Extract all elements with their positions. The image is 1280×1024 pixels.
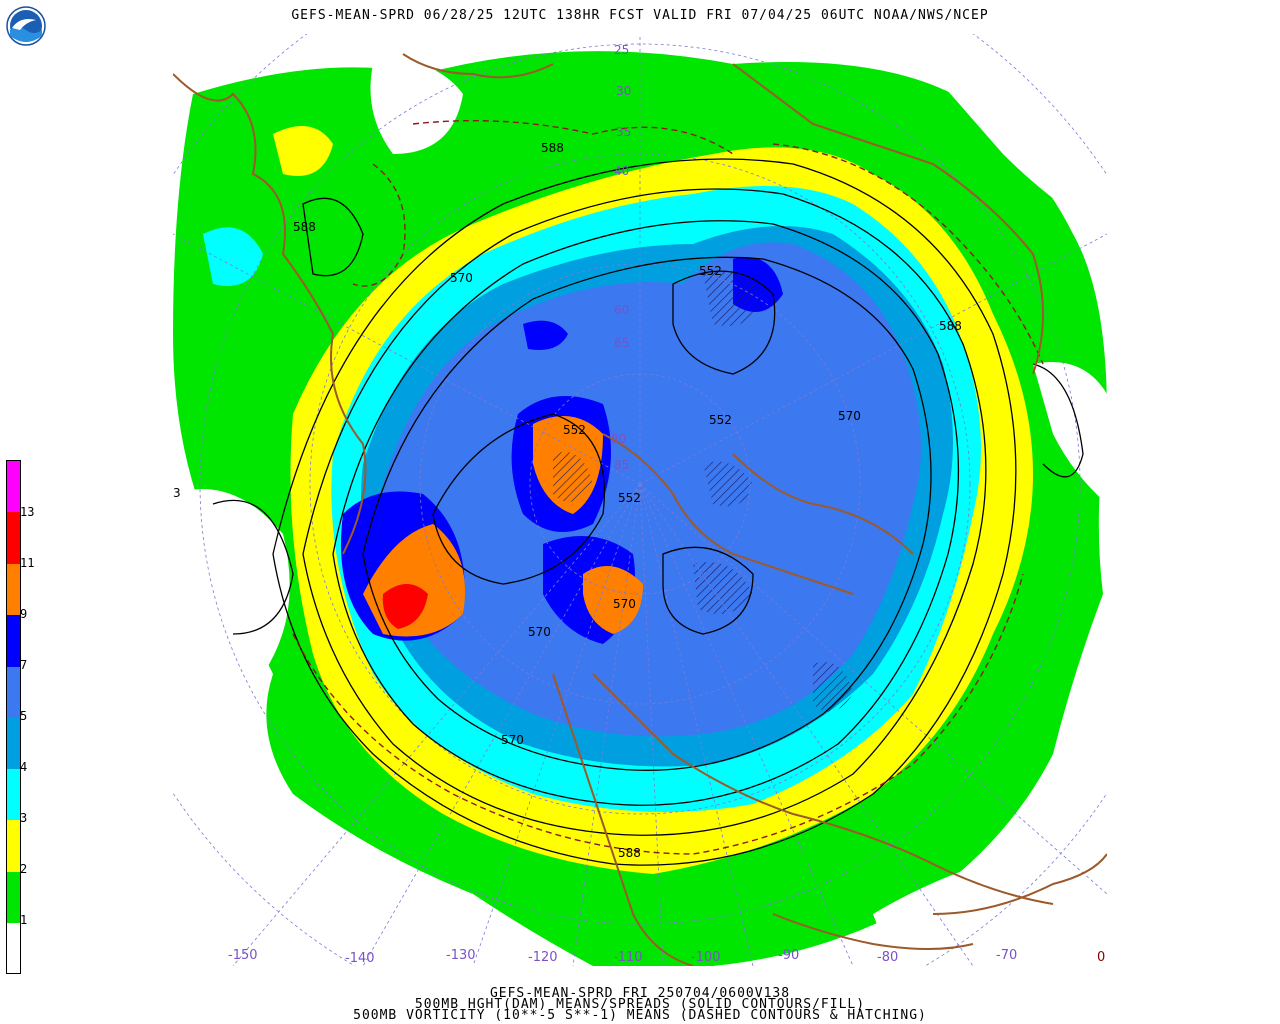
legend-label: 11	[20, 556, 35, 570]
longitude-label: -150	[228, 948, 258, 963]
contour-label: 570	[613, 597, 636, 611]
vorticity-hatching	[813, 662, 853, 712]
contour-label: 570	[838, 409, 861, 423]
legend-label: 1	[20, 913, 28, 927]
latitude-label: 30	[616, 84, 631, 98]
longitude-label: -110	[613, 950, 643, 965]
longitude-label: -90	[778, 948, 800, 963]
latitude-label: 60	[614, 303, 629, 317]
latitude-label: 85	[614, 458, 629, 472]
blank-region	[1033, 362, 1107, 504]
contour-label: 588	[293, 220, 316, 234]
legend-color-bar	[6, 460, 21, 974]
longitude-label: -140	[345, 951, 375, 966]
contour-labels: 588 588 588 588 570 570 570 570 552 552 …	[293, 141, 962, 860]
longitude-label: -120	[528, 950, 558, 965]
legend-box-yellow	[7, 820, 20, 872]
spread-yellow-region	[273, 126, 333, 176]
contour-label: 570	[450, 271, 473, 285]
legend-label: 5	[20, 709, 28, 723]
lat-lon-grid	[173, 34, 1107, 966]
coastlines	[173, 53, 1107, 966]
contour-label: 552	[699, 264, 722, 278]
blank-region	[933, 67, 1107, 234]
latitude-labels: 25 30 35 40 60 65 80 85	[611, 43, 631, 472]
longitude-label: -130	[446, 948, 476, 963]
vorticity-hatching	[693, 562, 753, 614]
longitude-label: 0	[1097, 950, 1106, 965]
contour-label: 588	[939, 319, 962, 333]
contour-label: 570	[528, 625, 551, 639]
legend-box-magenta	[7, 461, 20, 512]
noaa-logo-icon	[6, 6, 46, 46]
legend-box-red	[7, 512, 20, 564]
vorticity-hatching	[703, 461, 753, 507]
blank-region	[173, 489, 290, 684]
edge-label: 3	[173, 486, 181, 500]
footer-line-2: 500MB HGHT(DAM) MEANS/SPREADS (SOLID CON…	[414, 997, 866, 1012]
contour-label: 552	[563, 423, 586, 437]
spread-cyan-region	[203, 227, 263, 286]
contour-label: 570	[501, 733, 524, 747]
legend-label: 7	[20, 658, 28, 672]
footer-line-1: GEFS-MEAN-SPRD FRI 250704/0600V138	[489, 986, 791, 1001]
latitude-label: 80	[611, 432, 626, 446]
blank-region	[370, 62, 463, 154]
page-title: GEFS-MEAN-SPRD 06/28/25 12UTC 138HR FCST…	[291, 8, 989, 23]
legend-label: 13	[20, 505, 35, 519]
weather-map: 588 588 588 588 570 570 570 570 552 552 …	[173, 34, 1107, 966]
legend-box-blue	[7, 615, 20, 667]
footer-line-3: 500MB VORTICITY (10**-5 S**-1) MEANS (DA…	[353, 1008, 927, 1023]
legend-label: 2	[20, 862, 28, 876]
longitude-label: -80	[877, 950, 899, 965]
vorticity-hatching	[553, 452, 593, 502]
legend-box-medium-blue	[7, 667, 20, 718]
latitude-label: 25	[614, 43, 629, 57]
legend-box-orange	[7, 564, 20, 615]
latitude-label: 35	[616, 125, 631, 139]
contour-label: 552	[709, 413, 732, 427]
spread-mediumblue-region	[380, 242, 921, 737]
vorticity-hatching	[703, 271, 763, 326]
spread-blue-region	[523, 320, 568, 350]
legend-box-green	[7, 872, 20, 923]
legend-label: 9	[20, 607, 28, 621]
height-contours	[212, 158, 1084, 866]
latitude-label: 65	[614, 336, 629, 350]
legend-label: 3	[20, 811, 28, 825]
spread-red-region	[382, 584, 428, 629]
contour-label: 552	[618, 491, 641, 505]
contour-label: 588	[541, 141, 564, 155]
spread-orange-region	[583, 566, 643, 634]
longitude-label: -70	[996, 948, 1018, 963]
legend-box-cyan	[7, 769, 20, 820]
legend-box-white	[7, 923, 20, 973]
vorticity-contours	[292, 119, 1044, 855]
longitude-label: -100	[691, 950, 721, 965]
contour-label: 588	[618, 846, 641, 860]
legend-box-sky-blue	[7, 718, 20, 769]
latitude-label: 40	[614, 164, 629, 178]
legend-label: 4	[20, 760, 28, 774]
